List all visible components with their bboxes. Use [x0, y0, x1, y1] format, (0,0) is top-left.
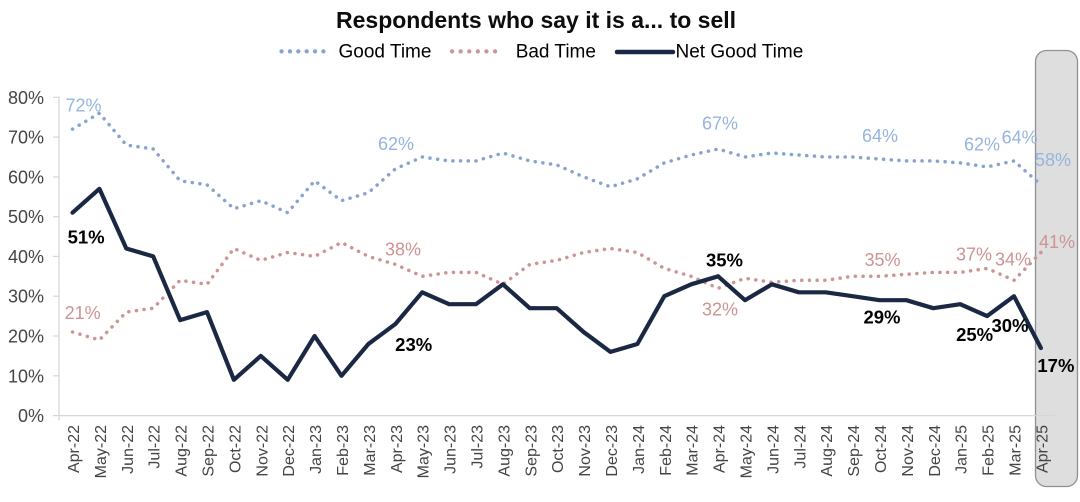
svg-text:Feb-23: Feb-23	[335, 425, 352, 476]
svg-text:Jun-22: Jun-22	[120, 425, 137, 474]
svg-text:70%: 70%	[8, 128, 44, 148]
svg-text:10%: 10%	[8, 366, 44, 386]
svg-text:Jan-24: Jan-24	[631, 425, 648, 474]
svg-text:Feb-25: Feb-25	[981, 425, 998, 476]
svg-text:30%: 30%	[991, 315, 1028, 336]
svg-text:64%: 64%	[1002, 128, 1038, 148]
svg-text:23%: 23%	[395, 334, 432, 355]
svg-text:Dec-24: Dec-24	[927, 425, 944, 477]
svg-text:40%: 40%	[8, 247, 44, 267]
svg-text:58%: 58%	[1035, 150, 1071, 170]
svg-text:50%: 50%	[8, 207, 44, 227]
svg-text:Aug-22: Aug-22	[174, 425, 191, 477]
svg-text:25%: 25%	[956, 324, 993, 345]
svg-text:30%: 30%	[8, 287, 44, 307]
svg-text:Aug-23: Aug-23	[496, 425, 513, 477]
svg-text:Oct-22: Oct-22	[227, 425, 244, 473]
svg-text:Nov-22: Nov-22	[254, 425, 271, 477]
svg-text:Apr-22: Apr-22	[66, 425, 83, 473]
svg-text:May-24: May-24	[739, 425, 756, 478]
svg-text:Sep-23: Sep-23	[523, 425, 540, 477]
svg-text:Jul-23: Jul-23	[470, 425, 487, 469]
svg-text:80%: 80%	[8, 88, 44, 108]
svg-text:Good Time: Good Time	[339, 42, 432, 63]
svg-text:Nov-23: Nov-23	[577, 425, 594, 477]
svg-text:Aug-24: Aug-24	[819, 425, 836, 477]
svg-text:Oct-24: Oct-24	[873, 425, 890, 473]
svg-text:Bad Time: Bad Time	[516, 42, 596, 63]
svg-text:May-22: May-22	[93, 425, 110, 478]
svg-text:Sep-22: Sep-22	[201, 425, 218, 477]
svg-text:60%: 60%	[8, 167, 44, 187]
svg-text:Jul-22: Jul-22	[147, 425, 164, 469]
svg-text:41%: 41%	[1039, 232, 1075, 252]
svg-text:Mar-24: Mar-24	[685, 425, 702, 476]
svg-text:May-23: May-23	[416, 425, 433, 478]
svg-text:35%: 35%	[864, 250, 900, 270]
svg-text:34%: 34%	[995, 250, 1031, 270]
svg-text:Dec-22: Dec-22	[281, 425, 298, 477]
svg-text:51%: 51%	[68, 227, 105, 248]
svg-text:67%: 67%	[702, 114, 738, 134]
svg-text:Nov-24: Nov-24	[900, 425, 917, 477]
svg-text:Feb-24: Feb-24	[658, 425, 675, 476]
svg-text:20%: 20%	[8, 327, 44, 347]
svg-text:21%: 21%	[65, 303, 101, 323]
svg-text:0%: 0%	[18, 406, 44, 426]
svg-text:64%: 64%	[862, 126, 898, 146]
svg-text:35%: 35%	[706, 250, 743, 271]
svg-text:Jun-24: Jun-24	[765, 425, 782, 474]
svg-text:29%: 29%	[863, 307, 900, 328]
svg-text:Jul-24: Jul-24	[792, 425, 809, 469]
svg-text:Jun-23: Jun-23	[443, 425, 460, 474]
svg-text:Jan-25: Jan-25	[954, 425, 971, 474]
svg-text:37%: 37%	[956, 245, 992, 265]
svg-text:17%: 17%	[1037, 355, 1074, 376]
svg-text:Dec-23: Dec-23	[604, 425, 621, 477]
svg-text:Apr-24: Apr-24	[712, 425, 729, 473]
svg-text:72%: 72%	[65, 95, 101, 115]
svg-text:Sep-24: Sep-24	[846, 425, 863, 477]
svg-text:Apr-25: Apr-25	[1034, 425, 1051, 473]
svg-text:Apr-23: Apr-23	[389, 425, 406, 473]
svg-text:38%: 38%	[385, 240, 421, 260]
svg-text:Respondents who say it is a...: Respondents who say it is a... to sell	[336, 7, 736, 33]
svg-text:Mar-23: Mar-23	[362, 425, 379, 476]
svg-text:Net Good Time: Net Good Time	[676, 42, 804, 63]
svg-text:Oct-23: Oct-23	[550, 425, 567, 473]
svg-text:Mar-25: Mar-25	[1008, 425, 1025, 476]
svg-text:62%: 62%	[378, 134, 414, 154]
svg-text:Jan-23: Jan-23	[308, 425, 325, 474]
svg-text:62%: 62%	[964, 135, 1000, 155]
svg-text:32%: 32%	[702, 300, 738, 320]
